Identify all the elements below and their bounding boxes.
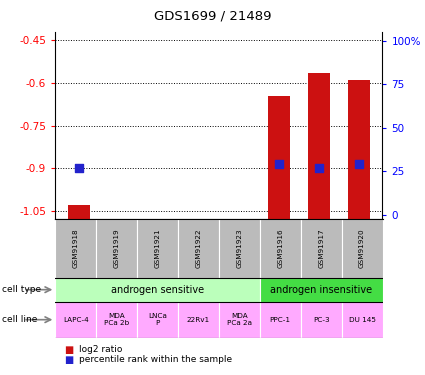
Text: GSM91923: GSM91923: [236, 229, 242, 268]
Text: log2 ratio: log2 ratio: [79, 345, 122, 354]
Point: [315, 165, 322, 171]
Point: [355, 161, 362, 167]
Text: DU 145: DU 145: [348, 316, 376, 322]
Text: GDS1699 / 21489: GDS1699 / 21489: [154, 9, 271, 22]
Point: [275, 161, 282, 167]
Bar: [137, 302, 178, 338]
Bar: [300, 302, 342, 338]
Bar: [342, 219, 383, 278]
Text: androgen insensitive: androgen insensitive: [270, 285, 372, 295]
Bar: [219, 302, 260, 338]
Text: GSM91916: GSM91916: [277, 229, 283, 268]
Bar: [308, 73, 330, 219]
Bar: [342, 302, 383, 338]
Bar: [55, 302, 96, 338]
Bar: [96, 302, 137, 338]
Text: cell line: cell line: [2, 315, 37, 324]
Text: GSM91917: GSM91917: [318, 229, 324, 268]
Text: androgen sensitive: androgen sensitive: [111, 285, 204, 295]
Text: ■: ■: [64, 345, 73, 354]
Text: percentile rank within the sample: percentile rank within the sample: [79, 356, 232, 364]
Bar: [300, 219, 342, 278]
Text: LNCa
P: LNCa P: [148, 313, 167, 326]
Text: GSM91921: GSM91921: [155, 229, 161, 268]
Text: GSM91918: GSM91918: [73, 229, 79, 268]
Text: MDA
PCa 2b: MDA PCa 2b: [104, 313, 129, 326]
Text: ■: ■: [64, 355, 73, 365]
Bar: [260, 278, 382, 302]
Bar: [219, 219, 260, 278]
Bar: [178, 219, 219, 278]
Bar: [268, 96, 290, 219]
Bar: [68, 205, 90, 219]
Text: GSM91919: GSM91919: [113, 229, 119, 268]
Bar: [137, 219, 178, 278]
Text: 22Rv1: 22Rv1: [187, 316, 210, 322]
Bar: [260, 219, 301, 278]
Text: MDA
PCa 2a: MDA PCa 2a: [227, 313, 252, 326]
Text: GSM91922: GSM91922: [196, 229, 201, 268]
Bar: [96, 219, 137, 278]
Point: [76, 165, 82, 171]
Bar: [55, 219, 96, 278]
Bar: [260, 302, 301, 338]
Bar: [348, 80, 369, 219]
Bar: [55, 278, 260, 302]
Text: cell type: cell type: [2, 285, 41, 294]
Bar: [178, 302, 219, 338]
Text: PPC-1: PPC-1: [270, 316, 291, 322]
Text: PC-3: PC-3: [313, 316, 329, 322]
Text: LAPC-4: LAPC-4: [63, 316, 88, 322]
Text: GSM91920: GSM91920: [359, 229, 365, 268]
